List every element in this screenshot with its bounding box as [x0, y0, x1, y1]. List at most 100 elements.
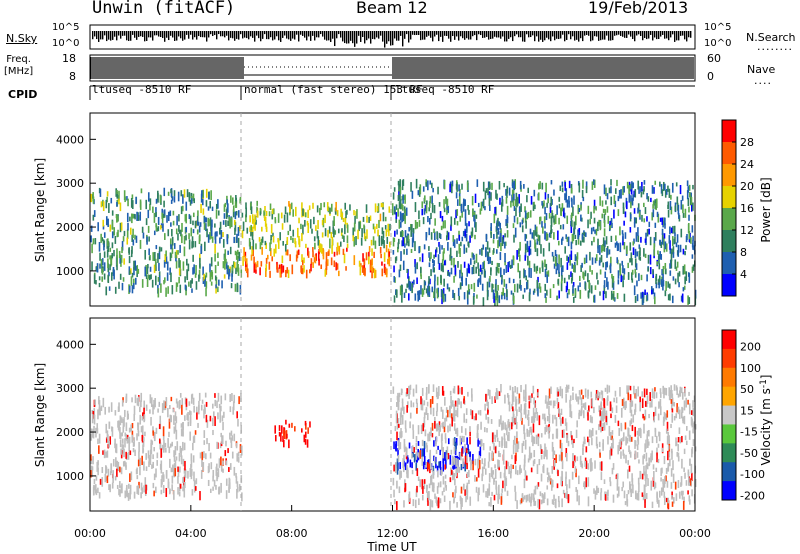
scatter-cell	[538, 283, 541, 289]
noise-bar	[344, 31, 346, 44]
scatter-cell	[688, 403, 691, 408]
scatter-cell	[684, 472, 686, 479]
scatter-cell	[168, 418, 171, 429]
scatter-cell	[576, 252, 579, 260]
scatter-cell	[341, 228, 343, 233]
scatter-cell	[158, 246, 161, 252]
noise-bar	[156, 31, 158, 36]
scatter-cell	[688, 297, 691, 305]
scatter-cell	[182, 426, 184, 437]
scatter-cell	[400, 251, 402, 262]
scatter-cell	[448, 272, 451, 277]
scatter-cell	[458, 193, 461, 198]
scatter-cell	[206, 438, 208, 445]
scatter-cell	[564, 246, 566, 254]
scatter-cell	[488, 473, 491, 483]
scatter-cell	[217, 286, 219, 293]
scatter-cell	[461, 387, 463, 395]
colorbar-segment	[722, 142, 736, 165]
scatter-cell	[576, 493, 579, 502]
scatter-cell	[602, 290, 605, 301]
scatter-cell	[524, 206, 526, 213]
scatter-cell	[235, 251, 238, 260]
scatter-cell	[141, 226, 144, 233]
scatter-cell	[122, 397, 124, 403]
scatter-cell	[130, 276, 133, 286]
scatter-cell	[656, 447, 658, 456]
noise-bar	[664, 31, 666, 39]
noise-bar	[136, 31, 138, 40]
scatter-cell	[592, 179, 595, 185]
scatter-cell	[482, 484, 485, 493]
scatter-cell	[399, 179, 401, 189]
scatter-cell	[169, 405, 171, 410]
scatter-cell	[676, 261, 679, 268]
scatter-cell	[508, 187, 511, 196]
scatter-cell	[520, 468, 522, 473]
scatter-cell	[618, 189, 621, 199]
scatter-cell	[101, 268, 104, 275]
scatter-cell	[149, 198, 152, 205]
scatter-cell	[634, 248, 637, 258]
scatter-cell	[106, 430, 109, 439]
scatter-cell	[189, 431, 191, 441]
scatter-cell	[412, 402, 415, 408]
scatter-cell	[115, 445, 117, 453]
colorbar-tick-label: -200	[740, 489, 765, 502]
scatter-cell	[485, 247, 487, 258]
scatter-cell	[254, 221, 256, 231]
scatter-cell	[495, 279, 497, 285]
scatter-cell	[694, 446, 697, 452]
noise-bar	[448, 31, 450, 39]
scatter-cell	[259, 267, 261, 276]
scatter-cell	[408, 393, 410, 400]
scatter-cell	[622, 186, 624, 196]
scatter-cell	[519, 222, 522, 228]
scatter-cell	[393, 265, 395, 273]
scatter-cell	[563, 212, 566, 219]
scatter-cell	[180, 450, 182, 458]
scatter-cell	[111, 242, 114, 249]
scatter-cell	[191, 468, 193, 476]
scatter-cell	[528, 267, 530, 278]
scatter-cell	[460, 463, 463, 471]
scatter-cell	[449, 183, 451, 193]
scatter-cell	[513, 215, 516, 223]
scatter-cell	[169, 458, 171, 468]
scatter-cell	[547, 270, 550, 277]
scatter-cell	[344, 217, 347, 225]
scatter-cell	[170, 272, 172, 283]
scatter-cell	[512, 395, 515, 402]
scatter-cell	[185, 404, 188, 411]
scatter-cell	[459, 452, 462, 458]
scatter-cell	[608, 187, 611, 194]
scatter-cell	[466, 437, 468, 445]
scatter-cell	[399, 221, 402, 228]
noise-bar	[676, 31, 678, 41]
scatter-cell	[446, 454, 448, 461]
scatter-cell	[524, 210, 527, 219]
scatter-cell	[195, 281, 198, 290]
scatter-cell	[637, 207, 639, 214]
scatter-cell	[648, 228, 650, 235]
scatter-cell	[641, 391, 644, 398]
scatter-cell	[421, 253, 424, 263]
scatter-cell	[558, 217, 560, 225]
scatter-cell	[533, 489, 536, 494]
scatter-cell	[286, 433, 288, 439]
scatter-cell	[677, 452, 680, 458]
scatter-cell	[584, 457, 587, 464]
scatter-cell	[238, 396, 240, 405]
scatter-cell	[212, 486, 214, 491]
scatter-cell	[598, 441, 601, 448]
colorbar-tick-label: 100	[740, 362, 761, 375]
scatter-cell	[537, 482, 540, 487]
noise-bar	[112, 31, 114, 40]
noise-bar	[266, 31, 268, 40]
scatter-cell	[219, 227, 221, 235]
scatter-cell	[667, 209, 670, 218]
scatter-cell	[371, 269, 373, 279]
scatter-cell	[561, 429, 564, 438]
scatter-cell	[97, 460, 99, 466]
